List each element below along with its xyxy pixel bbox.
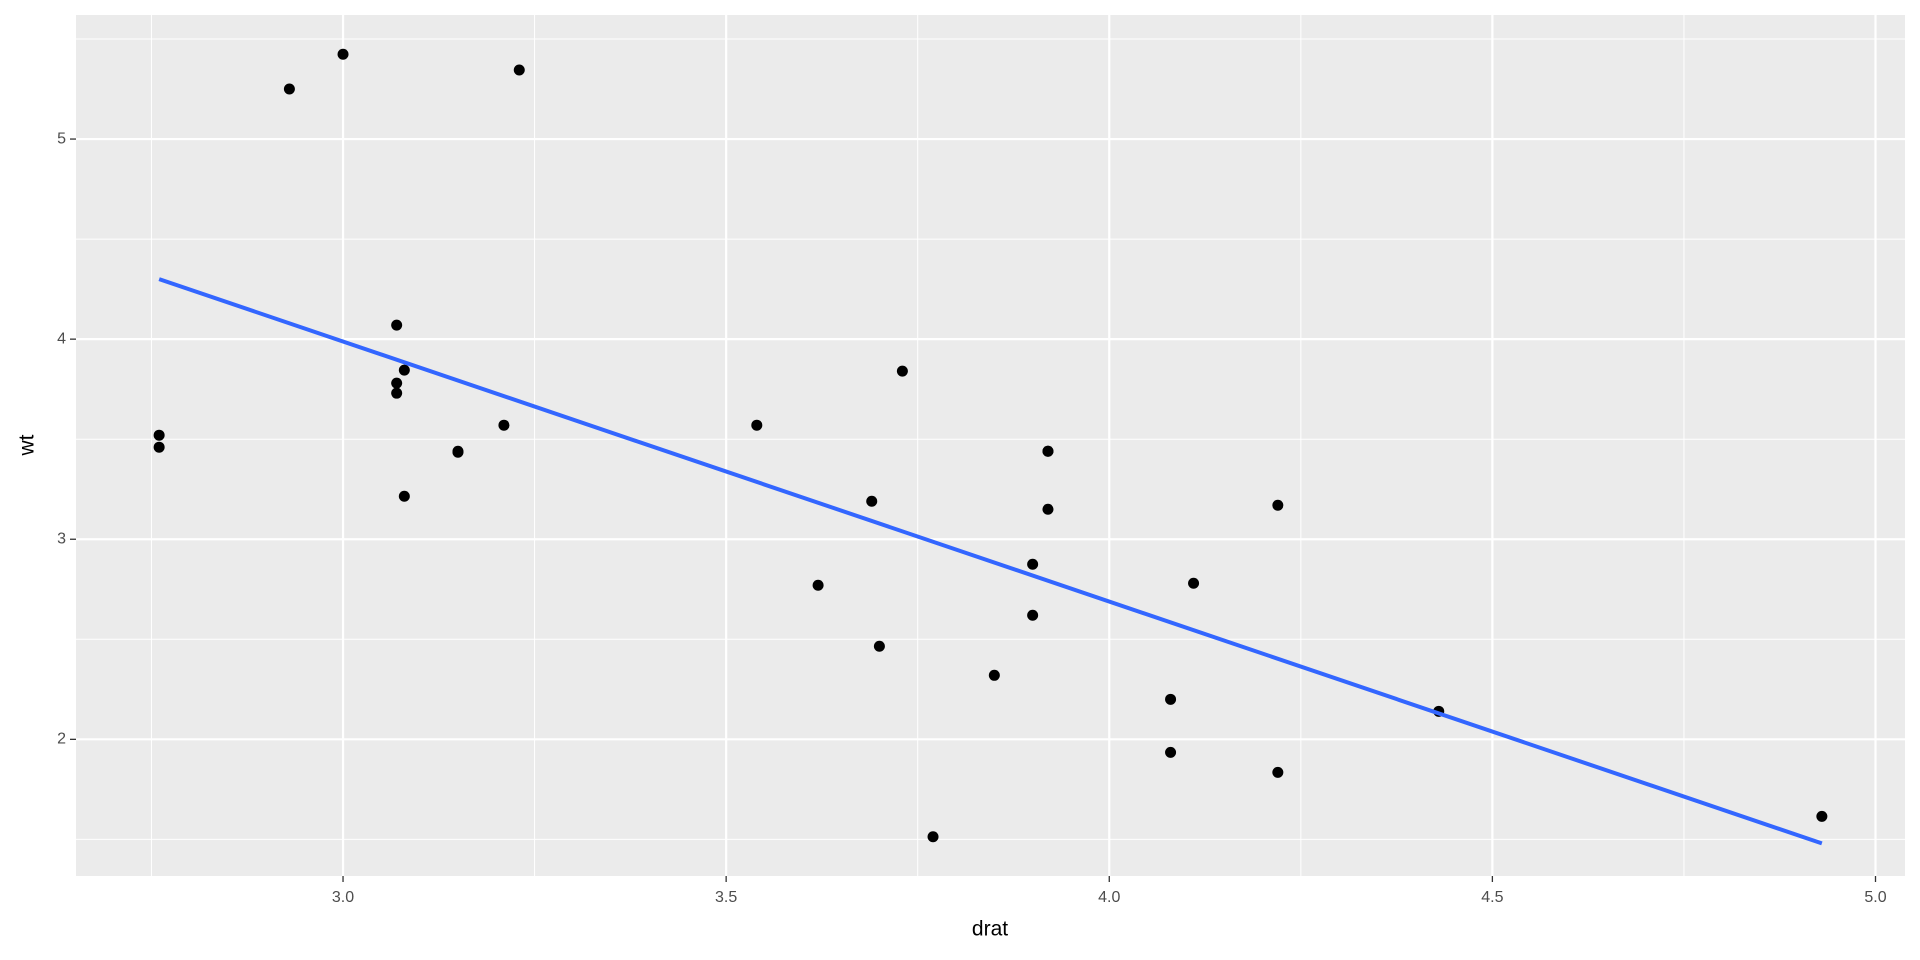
x-tick-label: 5.0	[1864, 889, 1886, 906]
point	[812, 579, 824, 591]
point	[896, 365, 908, 377]
point	[1027, 558, 1039, 570]
fit-line	[158, 277, 1823, 846]
x-tick-label: 4.5	[1481, 889, 1503, 906]
y-tick-label: 4	[57, 330, 66, 347]
y-tick-label: 3	[57, 530, 66, 547]
point	[1816, 810, 1828, 822]
point	[337, 48, 349, 60]
y-axis-title: wt	[16, 434, 39, 456]
x-axis-title: drat	[972, 918, 1008, 941]
point	[927, 831, 939, 843]
point	[988, 669, 1000, 681]
point	[498, 419, 510, 431]
point	[391, 319, 403, 331]
point	[1027, 609, 1039, 621]
point	[1272, 499, 1284, 511]
point	[873, 640, 885, 652]
point	[866, 495, 878, 507]
point	[398, 364, 410, 376]
point	[1272, 766, 1284, 778]
x-tick-label: 4.0	[1098, 889, 1120, 906]
point	[1188, 577, 1200, 589]
y-tick-label: 2	[57, 731, 66, 748]
point	[391, 377, 403, 389]
point	[751, 419, 763, 431]
point	[1165, 693, 1177, 705]
point	[391, 387, 403, 399]
point	[283, 83, 295, 95]
point	[398, 490, 410, 502]
panel	[76, 15, 1905, 876]
point	[513, 64, 525, 76]
x-tick-label: 3.5	[715, 889, 737, 906]
point	[452, 446, 464, 458]
point	[1042, 503, 1054, 515]
x-tick-label: 3.0	[332, 889, 354, 906]
point	[153, 429, 165, 441]
point	[153, 441, 165, 453]
y-tick-label: 5	[57, 130, 66, 147]
point	[1042, 445, 1054, 457]
point	[1165, 746, 1177, 758]
